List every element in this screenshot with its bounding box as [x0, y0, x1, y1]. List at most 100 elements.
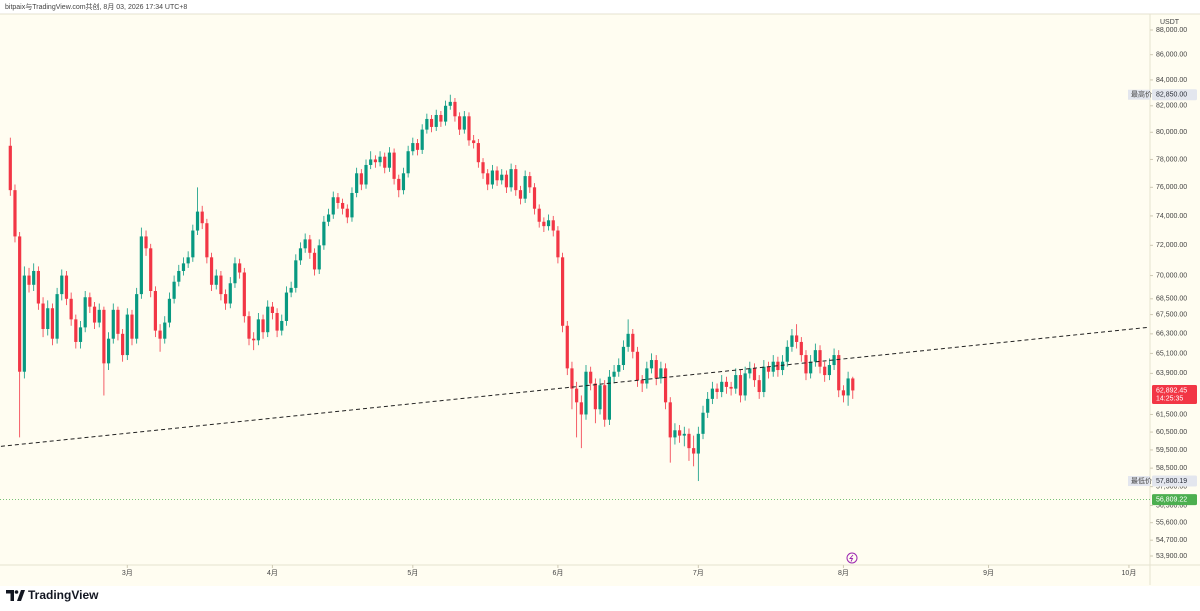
candle-body: [209, 257, 214, 285]
brand-name: TradingView: [28, 588, 99, 602]
candle-body: [195, 211, 200, 231]
y-tick-label: 63,900.00: [1156, 370, 1187, 377]
candle-body: [523, 176, 527, 199]
candle-body: [397, 178, 401, 191]
y-tick-label: 68,500.00: [1156, 296, 1187, 303]
candle-body: [678, 430, 682, 436]
candle-body: [724, 381, 729, 387]
low-marker-box: [1152, 475, 1197, 487]
candle-body: [766, 366, 771, 372]
candle-body: [631, 333, 635, 352]
candle-body: [135, 294, 139, 339]
candle-body: [617, 365, 621, 372]
candle-body: [298, 248, 303, 261]
y-tick-label: 78,000.00: [1156, 156, 1187, 163]
candle-body: [13, 190, 17, 237]
candle-body: [818, 350, 822, 367]
candle-body: [369, 159, 373, 165]
candle-body: [528, 176, 532, 188]
candle-body: [771, 361, 775, 372]
candle-body: [729, 386, 733, 389]
candle-body: [387, 152, 392, 168]
candle-body: [167, 298, 172, 323]
candle-body: [621, 346, 626, 366]
candle-body: [336, 197, 340, 203]
candle-body: [486, 173, 490, 185]
y-tick-label: 56,500.00: [1156, 502, 1187, 509]
candle-body: [635, 351, 640, 381]
candle-body: [46, 308, 50, 329]
candle-body: [790, 335, 794, 347]
candle-body: [247, 316, 251, 339]
candle-body: [467, 116, 471, 141]
candle-body: [443, 105, 448, 122]
candle-body: [846, 378, 850, 396]
candle-body: [359, 173, 363, 185]
candle-body: [153, 290, 157, 331]
candle-body: [106, 338, 111, 364]
candle-body: [74, 319, 78, 342]
candle-body: [659, 368, 663, 379]
y-tick-label: 65,100.00: [1156, 350, 1187, 357]
candle-body: [710, 388, 714, 399]
candle-body: [163, 322, 167, 339]
candle-body: [284, 292, 289, 321]
candle-body: [233, 263, 237, 284]
x-tick-label: 10月: [1122, 569, 1137, 577]
candle-body: [224, 294, 228, 304]
candle-body: [111, 309, 115, 339]
currency: USDT: [1160, 19, 1180, 26]
candle-body: [326, 214, 331, 222]
candle-body: [55, 294, 59, 339]
candle-body: [537, 208, 541, 222]
candle-body: [36, 270, 40, 304]
y-tick-label: 76,000.00: [1156, 184, 1187, 191]
candle-body: [373, 159, 377, 163]
candle-body: [720, 381, 724, 393]
low-marker-name-box: [1128, 476, 1150, 487]
candle-body: [673, 430, 677, 438]
candle-body: [458, 116, 462, 130]
candle-body: [102, 309, 106, 364]
y-tick-label: 61,500.00: [1156, 411, 1187, 418]
candle-body: [425, 118, 429, 130]
high-marker-name-box: [1128, 89, 1150, 100]
candle-body: [682, 433, 686, 436]
candle-body: [294, 260, 298, 288]
candle-body: [392, 152, 396, 179]
candle-body: [654, 360, 658, 379]
candle-body: [228, 283, 232, 304]
candle-body: [734, 375, 738, 389]
candle-body: [570, 368, 574, 389]
trendline: [0, 326, 1148, 447]
x-tick-label: 3月: [122, 569, 133, 577]
low-marker-name: 最低价: [1131, 476, 1152, 485]
candle-body: [715, 388, 719, 393]
candle-body: [331, 197, 335, 215]
candle-body: [584, 371, 588, 415]
candle-body: [589, 371, 593, 384]
candle-body: [434, 114, 438, 127]
candle-body: [83, 297, 87, 328]
candle-body: [355, 173, 359, 193]
candle-body: [280, 320, 284, 331]
candle-body: [181, 263, 186, 271]
candle-body: [706, 398, 710, 413]
candle-body: [341, 202, 345, 209]
candle-body: [598, 385, 602, 410]
candle-body: [495, 170, 499, 181]
candle-body: [696, 433, 700, 454]
y-tick-label: 84,000.00: [1156, 77, 1187, 84]
x-tick-label: 6月: [552, 569, 563, 577]
candle-body: [256, 319, 260, 341]
candle-body: [649, 360, 654, 369]
candle-body: [476, 143, 480, 163]
candle-body: [289, 287, 293, 293]
candle-body: [420, 129, 424, 150]
candle-body: [743, 373, 747, 396]
y-tick-label: 70,000.00: [1156, 272, 1187, 279]
candle-body: [509, 169, 513, 188]
candle-body: [116, 309, 120, 334]
candle-body: [345, 208, 349, 218]
